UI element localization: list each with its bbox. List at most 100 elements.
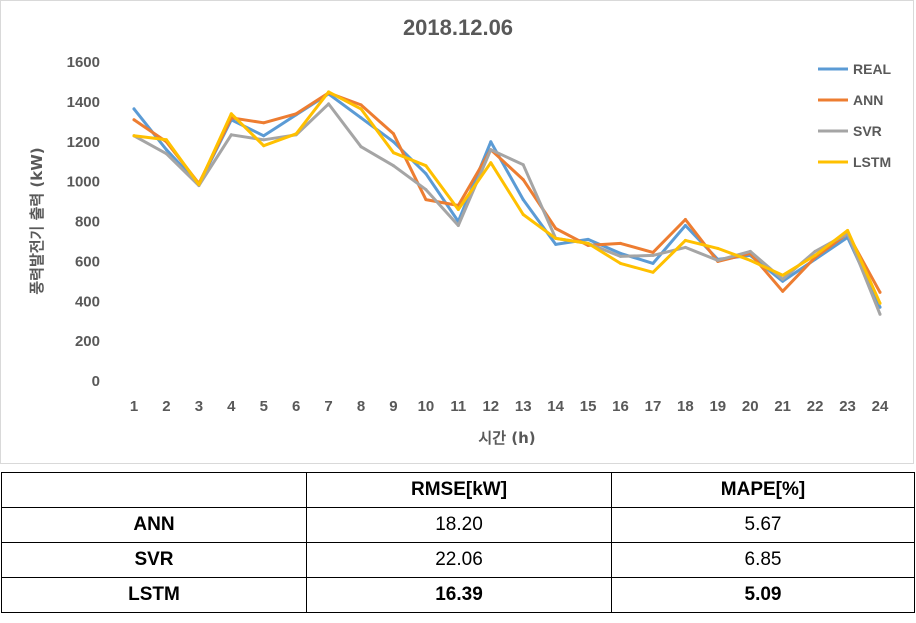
results-table: RMSE[kW] MAPE[%] ANN 18.20 5.67 SVR 22.0… — [1, 472, 915, 613]
x-tick-label: 2 — [162, 398, 170, 415]
legend-label-ann: ANN — [853, 92, 883, 108]
data-point-lstm — [813, 253, 817, 257]
x-tick-label: 10 — [418, 398, 435, 415]
chart-area — [0, 0, 914, 464]
data-point-lstm — [683, 238, 687, 242]
data-point-ann — [359, 103, 363, 107]
data-point-ann — [262, 121, 266, 125]
data-point-real — [878, 305, 882, 309]
x-tick-label: 15 — [580, 398, 597, 415]
y-tick-label: 0 — [92, 373, 100, 390]
data-point-lstm — [327, 90, 331, 94]
data-point-lstm — [229, 112, 233, 116]
table-cell-rmse: 18.20 — [306, 507, 612, 543]
x-tick-label: 23 — [839, 398, 856, 415]
data-point-svr — [651, 253, 655, 257]
data-point-lstm — [554, 236, 558, 240]
data-point-real — [164, 148, 168, 152]
chart-title: 2018.12.06 — [403, 15, 513, 40]
legend-label-real: REAL — [853, 61, 892, 77]
data-point-ann — [554, 227, 558, 230]
series-lines — [132, 90, 882, 316]
data-point-real — [651, 261, 655, 265]
table-header-mape: MAPE[%] — [611, 472, 915, 508]
data-point-ann — [781, 289, 785, 293]
data-point-svr — [716, 258, 720, 262]
legend-label-svr: SVR — [853, 123, 882, 139]
table-row-model: ANN — [1, 507, 307, 543]
series-line-ann — [132, 91, 882, 294]
table-row: ANN 18.20 5.67 — [1, 507, 915, 543]
x-tick-label: 5 — [260, 398, 268, 415]
data-point-ann — [878, 290, 882, 294]
series-line-lstm — [132, 90, 882, 305]
data-point-lstm — [456, 208, 460, 211]
data-point-lstm — [748, 258, 752, 262]
data-point-lstm — [359, 107, 363, 111]
table-row: SVR 22.06 6.85 — [1, 542, 915, 578]
table-header-rmse: RMSE[kW] — [306, 472, 612, 508]
table-cell-mape: 5.67 — [611, 507, 915, 543]
x-tick-label: 4 — [227, 398, 236, 415]
data-point-lstm — [132, 134, 136, 138]
data-point-lstm — [262, 144, 266, 148]
y-tick-label: 600 — [75, 253, 100, 270]
x-tick-label: 24 — [872, 398, 889, 415]
x-tick-label: 6 — [292, 398, 300, 415]
data-point-svr — [619, 254, 622, 258]
table-cell-rmse: 16.39 — [306, 577, 612, 613]
data-point-svr — [748, 249, 752, 253]
data-point-lstm — [392, 151, 395, 155]
x-tick-label: 1 — [130, 398, 138, 415]
data-point-svr — [489, 148, 493, 152]
table-cell-rmse: 22.06 — [306, 542, 612, 578]
x-tick-label: 7 — [324, 398, 332, 415]
legend: REAL ANN SVR LSTM — [818, 61, 892, 170]
table-row-model: LSTM — [1, 577, 307, 613]
x-tick-label: 21 — [774, 398, 791, 415]
x-tick-label: 16 — [612, 398, 629, 415]
data-point-lstm — [294, 132, 298, 136]
table-row-model: SVR — [1, 542, 307, 578]
x-tick-label: 12 — [482, 398, 499, 415]
data-point-ann — [683, 218, 687, 221]
data-point-lstm — [424, 164, 428, 168]
data-point-svr — [229, 133, 233, 137]
y-axis-label: 풍력발전기 출력 (kW) — [28, 147, 46, 294]
data-point-real — [359, 116, 363, 120]
table-row: LSTM 16.39 5.09 — [1, 577, 915, 613]
data-point-ann — [294, 112, 298, 116]
x-tick-label: 19 — [709, 398, 726, 415]
data-point-svr — [781, 277, 785, 281]
data-point-real — [392, 140, 395, 144]
x-axis-ticks: 1 2 3 4 5 6 7 8 9 10 11 12 13 14 15 16 17 18 19 20 21 22 23 24 — [130, 398, 889, 415]
table-header-row: RMSE[kW] MAPE[%] — [1, 472, 915, 508]
data-point-lstm — [521, 213, 525, 216]
x-axis-label: 시간 (h) — [478, 429, 535, 447]
y-tick-label: 1400 — [67, 94, 100, 111]
data-point-real — [132, 107, 136, 111]
data-point-ann — [651, 250, 655, 254]
y-axis-ticks: 0 200 400 600 800 1000 1200 1400 1600 — [67, 54, 100, 390]
x-tick-label: 11 — [450, 398, 466, 415]
table-header-empty — [1, 472, 307, 508]
data-point-real — [262, 134, 266, 138]
x-tick-label: 22 — [807, 398, 824, 415]
data-point-real — [586, 237, 590, 241]
x-tick-label: 14 — [547, 398, 564, 415]
data-point-ann — [132, 118, 136, 122]
y-tick-label: 1200 — [67, 134, 100, 151]
data-point-svr — [424, 188, 428, 192]
data-point-real — [554, 242, 558, 246]
data-point-ann — [521, 178, 525, 182]
table-cell-mape: 5.09 — [611, 577, 915, 613]
data-point-lstm — [164, 138, 168, 142]
line-chart: 2018.12.06 풍력발전기 출력 (kW) 시간 (h) 0 200 400 6… — [28, 15, 892, 447]
data-point-lstm — [651, 270, 655, 274]
data-point-svr — [262, 138, 266, 142]
data-point-ann — [619, 241, 622, 245]
data-point-svr — [359, 145, 363, 149]
y-tick-label: 200 — [75, 333, 100, 350]
data-point-lstm — [489, 161, 493, 165]
y-tick-label: 1000 — [67, 174, 100, 191]
